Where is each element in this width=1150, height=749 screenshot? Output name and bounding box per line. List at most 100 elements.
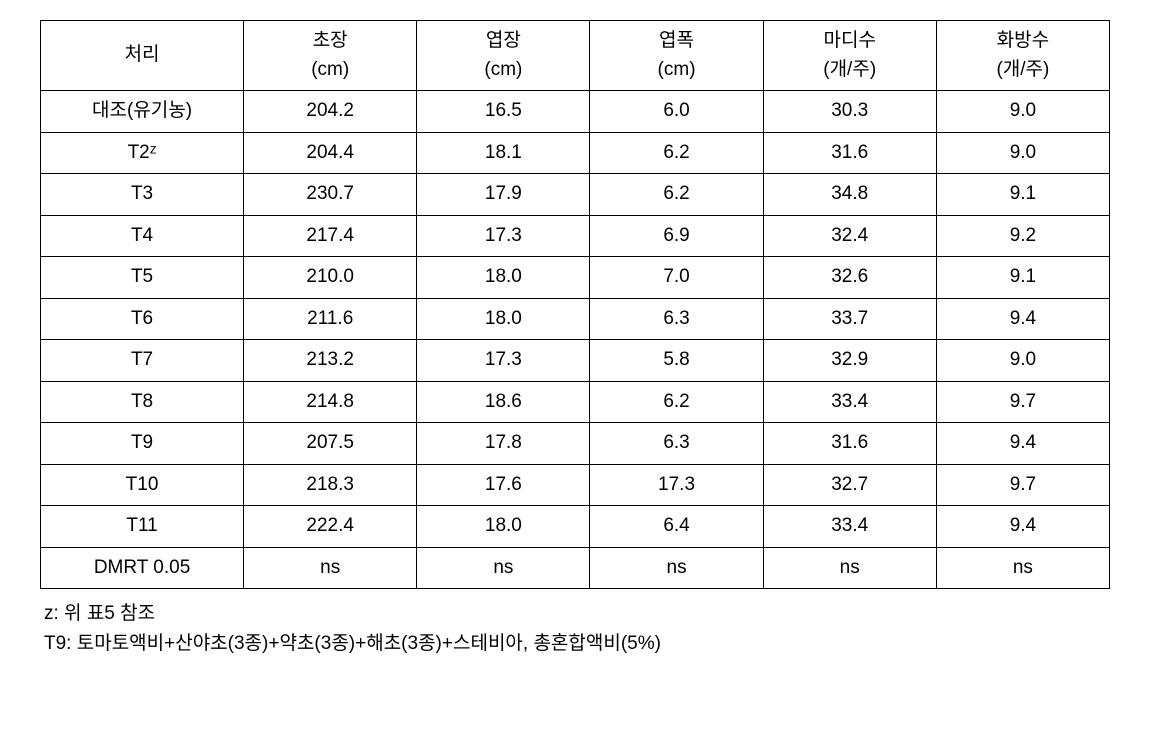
cell-value: 18.0: [417, 257, 590, 299]
data-table: 처리 초장 (cm) 엽장 (cm) 엽폭 (cm) 마디수 (개/주) 화방수…: [40, 20, 1110, 589]
table-row: T6211.618.06.333.79.4: [41, 298, 1110, 340]
cell-treatment: T9: [41, 423, 244, 465]
cell-value: 9.4: [936, 423, 1109, 465]
cell-value: 6.2: [590, 381, 763, 423]
header-label: 초장: [248, 27, 412, 56]
table-row: T10218.317.617.332.79.7: [41, 464, 1110, 506]
table-row: 대조(유기농)204.216.56.030.39.0: [41, 91, 1110, 133]
cell-treatment: T6: [41, 298, 244, 340]
table-header: 처리 초장 (cm) 엽장 (cm) 엽폭 (cm) 마디수 (개/주) 화방수…: [41, 21, 1110, 91]
header-nodes: 마디수 (개/주): [763, 21, 936, 91]
cell-value: 230.7: [244, 174, 417, 216]
cell-value: 18.0: [417, 298, 590, 340]
cell-value: ns: [763, 547, 936, 589]
footnotes: z: 위 표5 참조 T9: 토마토액비+산야초(3종)+약초(3종)+해초(3…: [40, 599, 1110, 660]
cell-treatment: T11: [41, 506, 244, 548]
cell-value: 32.6: [763, 257, 936, 299]
cell-treatment: T5: [41, 257, 244, 299]
cell-value: 17.8: [417, 423, 590, 465]
cell-value: ns: [936, 547, 1109, 589]
cell-value: 9.0: [936, 132, 1109, 174]
header-height: 초장 (cm): [244, 21, 417, 91]
header-row: 처리 초장 (cm) 엽장 (cm) 엽폭 (cm) 마디수 (개/주) 화방수…: [41, 21, 1110, 91]
cell-value: 218.3: [244, 464, 417, 506]
cell-value: ns: [590, 547, 763, 589]
header-label: 화방수: [941, 27, 1105, 56]
cell-value: 9.1: [936, 257, 1109, 299]
cell-value: 6.4: [590, 506, 763, 548]
cell-value: 9.7: [936, 464, 1109, 506]
cell-value: 30.3: [763, 91, 936, 133]
cell-value: 222.4: [244, 506, 417, 548]
cell-value: 33.4: [763, 381, 936, 423]
cell-value: 214.8: [244, 381, 417, 423]
cell-value: 5.8: [590, 340, 763, 382]
header-label: 처리: [45, 41, 239, 70]
cell-treatment: T4: [41, 215, 244, 257]
header-label: 엽폭: [594, 27, 758, 56]
cell-value: 6.2: [590, 132, 763, 174]
cell-value: 6.2: [590, 174, 763, 216]
cell-value: 217.4: [244, 215, 417, 257]
cell-value: 213.2: [244, 340, 417, 382]
table-body: 대조(유기농)204.216.56.030.39.0T2ᶻ204.418.16.…: [41, 91, 1110, 589]
cell-value: 6.9: [590, 215, 763, 257]
cell-value: 17.3: [417, 215, 590, 257]
table-row: T8214.818.66.233.49.7: [41, 381, 1110, 423]
header-label: 엽장: [421, 27, 585, 56]
cell-value: 34.8: [763, 174, 936, 216]
cell-value: 9.0: [936, 91, 1109, 133]
header-leaflength: 엽장 (cm): [417, 21, 590, 91]
cell-value: 17.3: [417, 340, 590, 382]
cell-value: 207.5: [244, 423, 417, 465]
cell-treatment: T7: [41, 340, 244, 382]
cell-value: 204.2: [244, 91, 417, 133]
cell-value: 32.9: [763, 340, 936, 382]
cell-value: 6.0: [590, 91, 763, 133]
cell-value: 17.3: [590, 464, 763, 506]
header-leafwidth: 엽폭 (cm): [590, 21, 763, 91]
table-row: T5210.018.07.032.69.1: [41, 257, 1110, 299]
header-unit: (cm): [248, 56, 412, 85]
footnote-z: z: 위 표5 참조: [44, 599, 1110, 629]
cell-value: 33.7: [763, 298, 936, 340]
footnote-t9: T9: 토마토액비+산야초(3종)+약초(3종)+해초(3종)+스테비아, 총혼…: [44, 629, 1110, 659]
cell-value: 32.7: [763, 464, 936, 506]
cell-value: 6.3: [590, 423, 763, 465]
cell-value: 16.5: [417, 91, 590, 133]
header-unit: (cm): [421, 56, 585, 85]
cell-value: 32.4: [763, 215, 936, 257]
cell-treatment: 대조(유기농): [41, 91, 244, 133]
cell-value: 17.6: [417, 464, 590, 506]
table-row: T7213.217.35.832.99.0: [41, 340, 1110, 382]
table-row: T11222.418.06.433.49.4: [41, 506, 1110, 548]
header-label: 마디수: [768, 27, 932, 56]
cell-value: 9.2: [936, 215, 1109, 257]
cell-treatment: DMRT 0.05: [41, 547, 244, 589]
cell-value: 18.6: [417, 381, 590, 423]
cell-value: 17.9: [417, 174, 590, 216]
cell-value: 18.1: [417, 132, 590, 174]
table-row: T9207.517.86.331.69.4: [41, 423, 1110, 465]
cell-value: 204.4: [244, 132, 417, 174]
cell-value: 210.0: [244, 257, 417, 299]
cell-value: 9.4: [936, 298, 1109, 340]
cell-value: 31.6: [763, 132, 936, 174]
header-unit: (개/주): [768, 56, 932, 85]
table-row: T3230.717.96.234.89.1: [41, 174, 1110, 216]
cell-value: ns: [244, 547, 417, 589]
cell-value: 31.6: [763, 423, 936, 465]
table-row: T2ᶻ204.418.16.231.69.0: [41, 132, 1110, 174]
table-row: DMRT 0.05nsnsnsnsns: [41, 547, 1110, 589]
cell-value: 211.6: [244, 298, 417, 340]
cell-treatment: T3: [41, 174, 244, 216]
cell-value: 33.4: [763, 506, 936, 548]
cell-treatment: T10: [41, 464, 244, 506]
header-treatment: 처리: [41, 21, 244, 91]
cell-value: 6.3: [590, 298, 763, 340]
cell-value: 9.4: [936, 506, 1109, 548]
cell-value: 7.0: [590, 257, 763, 299]
cell-treatment: T8: [41, 381, 244, 423]
table-row: T4217.417.36.932.49.2: [41, 215, 1110, 257]
cell-value: 9.0: [936, 340, 1109, 382]
